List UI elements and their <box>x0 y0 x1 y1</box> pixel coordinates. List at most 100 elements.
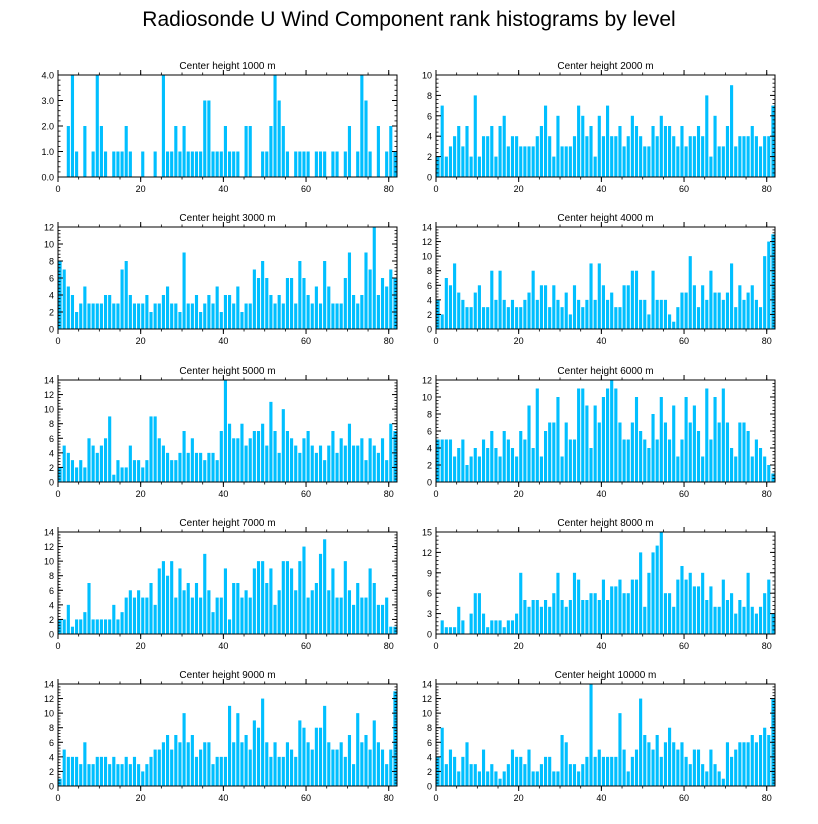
bar <box>684 397 688 482</box>
y-tick-label: 2 <box>49 463 54 473</box>
bar <box>389 126 393 177</box>
bar <box>610 292 614 329</box>
bar <box>298 151 302 177</box>
bar <box>502 299 506 329</box>
bar <box>601 579 605 634</box>
bar <box>552 771 556 786</box>
bar <box>469 307 473 329</box>
bar <box>634 126 639 177</box>
bar <box>228 295 232 329</box>
x-tick-label: 80 <box>384 793 394 803</box>
bar <box>103 151 108 177</box>
x-tick-label: 80 <box>762 641 772 651</box>
y-tick-label: 0 <box>49 782 54 792</box>
bar <box>469 764 473 786</box>
bar <box>440 620 444 634</box>
bar <box>481 136 486 177</box>
bar <box>461 756 465 786</box>
bar <box>108 619 112 634</box>
y-tick-label: 6 <box>427 281 432 291</box>
bar <box>116 460 120 482</box>
panel-title: Center height 6000 m <box>557 366 653 377</box>
bar <box>614 136 618 177</box>
bar <box>58 619 62 634</box>
bar <box>651 126 655 177</box>
bar <box>564 146 568 177</box>
bar <box>62 619 66 634</box>
bar <box>145 764 149 786</box>
bar <box>672 405 676 482</box>
bar <box>593 756 597 786</box>
bar <box>593 593 597 634</box>
bar <box>490 270 494 329</box>
bar <box>178 568 182 634</box>
bar <box>393 626 397 634</box>
bar <box>457 126 461 177</box>
bar <box>356 583 360 634</box>
bar <box>211 151 215 177</box>
bar <box>444 627 448 634</box>
bar <box>99 756 103 786</box>
bar <box>469 613 473 634</box>
bar <box>256 727 261 786</box>
bar <box>318 727 323 786</box>
bar <box>327 590 331 634</box>
x-tick-label: 0 <box>55 184 60 194</box>
bar <box>232 303 236 329</box>
bar <box>331 431 335 482</box>
bar <box>137 303 141 329</box>
bar <box>568 314 572 329</box>
bar <box>758 735 763 786</box>
bar <box>95 303 99 329</box>
bar <box>494 156 498 177</box>
bar <box>440 439 444 482</box>
bar <box>581 388 585 482</box>
y-tick-label: 6 <box>427 589 432 599</box>
x-tick-label: 0 <box>433 793 438 803</box>
y-tick-label: 4.0 <box>41 71 54 81</box>
bar <box>380 604 385 634</box>
bar <box>178 151 182 177</box>
bar <box>668 727 672 786</box>
bar <box>696 307 701 329</box>
bar <box>498 456 502 482</box>
bar <box>190 597 194 634</box>
bar <box>376 452 380 482</box>
bar <box>531 448 535 482</box>
bar <box>734 456 738 482</box>
bar <box>680 742 684 786</box>
bar <box>244 445 248 482</box>
bar <box>318 445 323 482</box>
bar <box>314 151 318 177</box>
bar <box>223 295 227 329</box>
bar <box>389 269 393 329</box>
bar <box>236 438 240 482</box>
bar <box>364 735 368 786</box>
bar <box>568 439 572 482</box>
bar <box>448 439 453 482</box>
bar <box>265 278 269 329</box>
bar <box>228 423 232 482</box>
bar <box>310 445 314 482</box>
bar <box>273 303 277 329</box>
x-tick-label: 80 <box>762 336 772 346</box>
bar <box>676 579 680 634</box>
bar <box>672 136 676 177</box>
bar <box>634 579 639 634</box>
bar <box>552 422 556 482</box>
y-tick-label: 4 <box>49 752 54 762</box>
bar <box>630 422 634 482</box>
bar <box>108 416 112 482</box>
bar <box>128 764 132 786</box>
bar <box>141 151 145 177</box>
panel-title: Center height 2000 m <box>557 61 653 72</box>
bar <box>477 771 481 786</box>
bar <box>314 583 318 634</box>
bar <box>83 126 87 177</box>
bar <box>103 756 108 786</box>
bar <box>236 583 240 634</box>
y-tick-label: 0 <box>49 478 54 488</box>
bar <box>758 448 763 482</box>
bar <box>306 295 310 329</box>
y-tick-label: 15 <box>422 528 432 538</box>
